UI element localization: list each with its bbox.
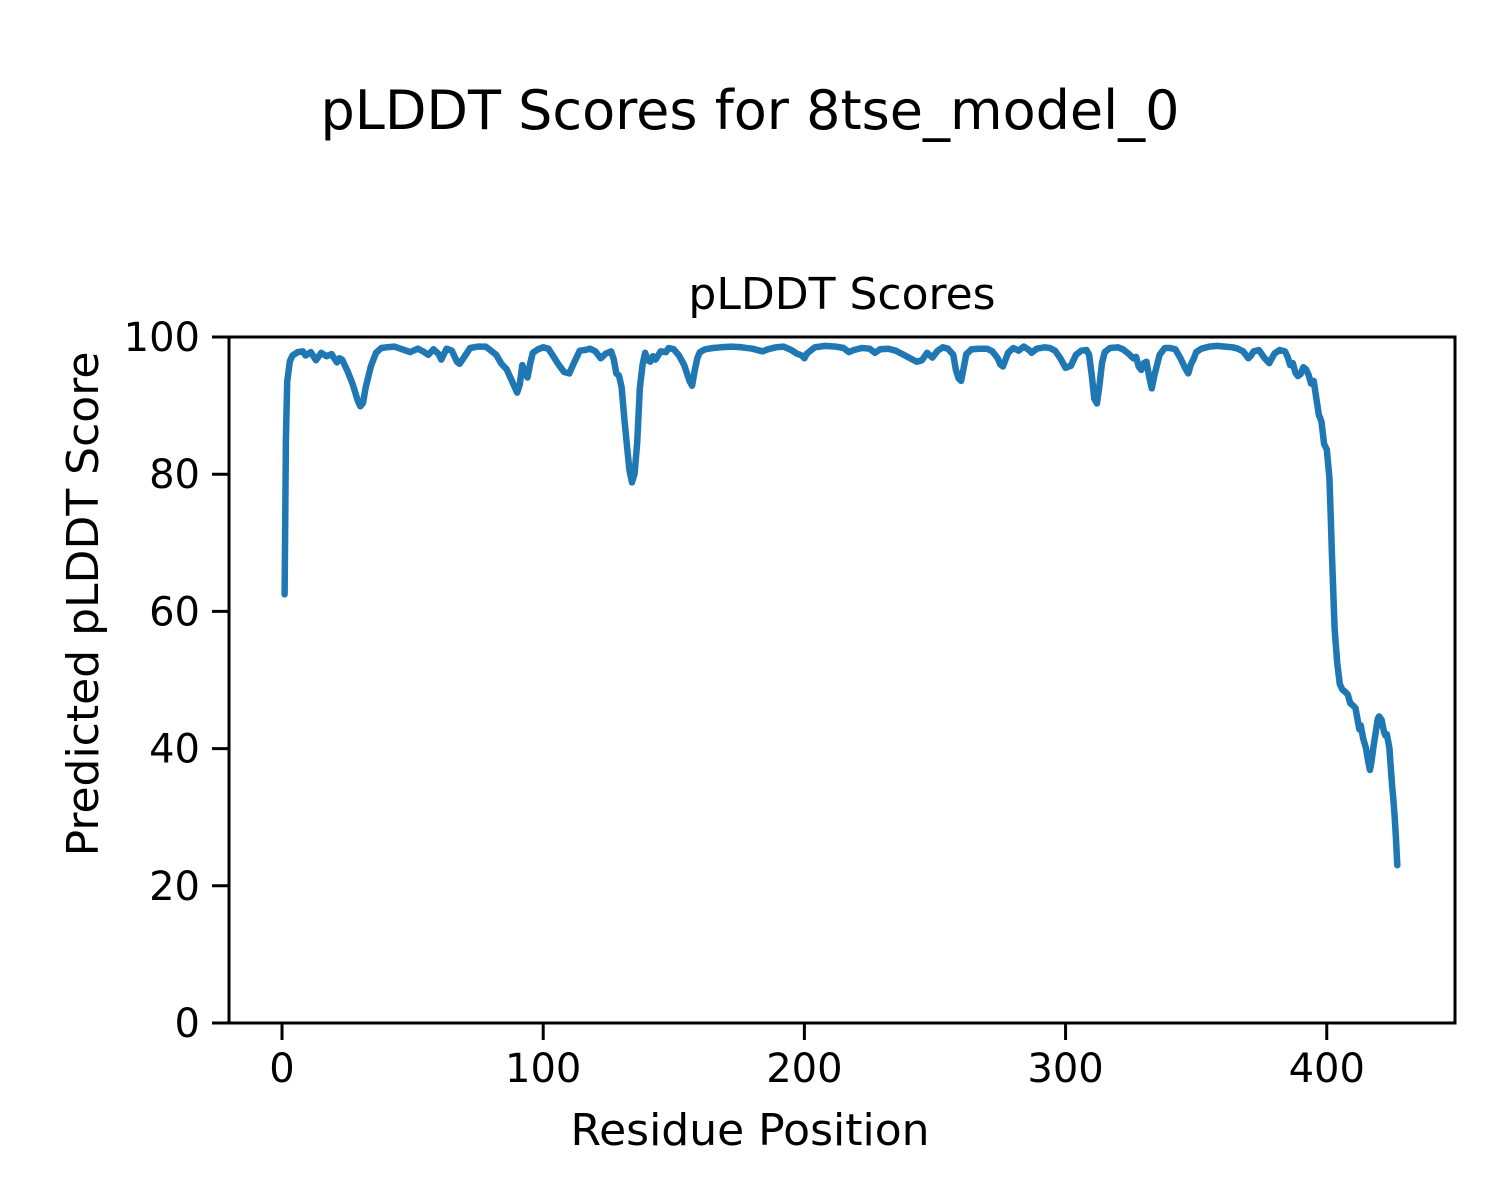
y-tick-label: 100 (124, 315, 200, 361)
axes-frame (227, 335, 1457, 1025)
x-tick-label: 100 (505, 1046, 581, 1092)
x-tick-label: 200 (766, 1046, 842, 1092)
x-axis-label: Residue Position (570, 1105, 930, 1156)
y-tick-label: 80 (149, 452, 200, 498)
y-tick-label: 40 (149, 727, 200, 773)
plddt-series-line (281, 342, 1401, 869)
y-tick-label: 0 (175, 1001, 200, 1047)
x-tick-label: 400 (1289, 1046, 1365, 1092)
figure-suptitle: pLDDT Scores for 8tse_model_0 (320, 79, 1180, 142)
axes-title: pLDDT Scores (688, 269, 996, 320)
y-tick-label: 60 (149, 589, 200, 635)
y-tick-label: 20 (149, 864, 200, 910)
x-tick-label: 0 (269, 1046, 294, 1092)
x-tick-label: 300 (1027, 1046, 1103, 1092)
